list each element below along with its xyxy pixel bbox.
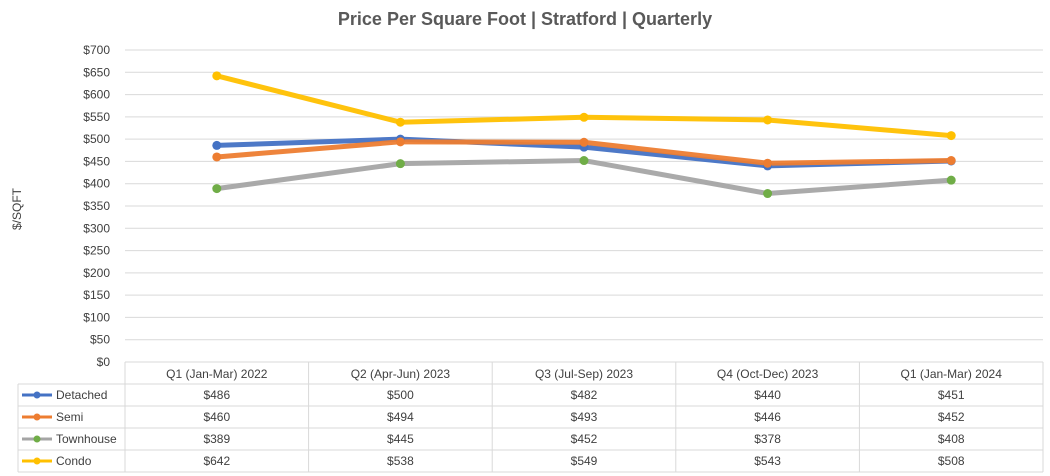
point-semi bbox=[763, 158, 773, 168]
point-semi bbox=[212, 152, 222, 162]
y-tick-label: $650 bbox=[83, 65, 110, 79]
legend-entry: Detached bbox=[56, 388, 107, 402]
legend-entry: Semi bbox=[56, 410, 83, 424]
data-label: $452 bbox=[571, 432, 598, 446]
y-tick-label: $700 bbox=[83, 43, 110, 57]
y-tick-label: $450 bbox=[83, 154, 110, 168]
y-tick-label: $550 bbox=[83, 110, 110, 124]
y-axis-ticks: $0 $50 $100 $150 $200 $250 $300 $350 $400 $450 $50… bbox=[83, 43, 110, 369]
legend-marker-condo bbox=[33, 457, 41, 465]
data-label: $452 bbox=[938, 410, 965, 424]
data-label: $494 bbox=[387, 410, 414, 424]
data-label: $446 bbox=[754, 410, 781, 424]
chart-title: Price Per Square Foot | Stratford | Quar… bbox=[337, 9, 713, 29]
data-label: $642 bbox=[203, 454, 230, 468]
data-label: $378 bbox=[754, 432, 781, 446]
data-table: Q1 (Jan-Mar) 2022 Q2 (Apr-Jun) 2023 Q3 (Ju… bbox=[17, 361, 1044, 473]
legend-entry: Townhouse bbox=[56, 432, 117, 446]
y-tick-label: $200 bbox=[83, 266, 110, 280]
data-label: $549 bbox=[571, 454, 598, 468]
x-tick-label: Q1 (Jan-Mar) 2022 bbox=[166, 367, 268, 381]
data-label: $500 bbox=[387, 388, 414, 402]
data-label: $508 bbox=[938, 454, 965, 468]
data-label: $460 bbox=[203, 410, 230, 424]
point-semi bbox=[395, 137, 405, 147]
point-semi bbox=[946, 156, 956, 166]
y-tick-label: $150 bbox=[83, 288, 110, 302]
point-townhouse bbox=[395, 159, 405, 169]
data-label: $389 bbox=[203, 432, 230, 446]
legend-marker-townhouse bbox=[33, 435, 41, 443]
series-line-condo bbox=[214, 73, 954, 139]
legend-entry: Condo bbox=[56, 454, 92, 468]
point-condo bbox=[395, 117, 405, 127]
data-label: $493 bbox=[571, 410, 598, 424]
y-tick-label: $250 bbox=[83, 244, 110, 258]
series-markers bbox=[212, 71, 956, 199]
data-label: $445 bbox=[387, 432, 414, 446]
data-label: $440 bbox=[754, 388, 781, 402]
point-townhouse bbox=[579, 156, 589, 166]
point-townhouse bbox=[946, 175, 956, 185]
y-tick-label: $100 bbox=[83, 310, 110, 324]
point-condo bbox=[212, 71, 222, 81]
x-tick-label: Q3 (Jul-Sep) 2023 bbox=[535, 367, 633, 381]
x-tick-label: Q1 (Jan-Mar) 2024 bbox=[901, 367, 1003, 381]
point-semi bbox=[579, 137, 589, 147]
x-tick-label: Q4 (Oct-Dec) 2023 bbox=[717, 367, 819, 381]
point-townhouse bbox=[212, 184, 222, 194]
y-tick-label: $600 bbox=[83, 88, 110, 102]
y-tick-label: $0 bbox=[97, 355, 111, 369]
data-label: $543 bbox=[754, 454, 781, 468]
point-detached bbox=[212, 140, 222, 150]
point-condo bbox=[579, 112, 589, 122]
legend-marker-detached bbox=[33, 391, 41, 399]
y-tick-label: $500 bbox=[83, 132, 110, 146]
data-label: $451 bbox=[938, 388, 965, 402]
legend-marker-semi bbox=[33, 413, 41, 421]
point-condo bbox=[946, 131, 956, 141]
series-lines bbox=[214, 73, 954, 197]
y-tick-label: $350 bbox=[83, 199, 110, 213]
y-tick-label: $50 bbox=[90, 333, 110, 347]
data-label: $408 bbox=[938, 432, 965, 446]
data-label: $538 bbox=[387, 454, 414, 468]
point-townhouse bbox=[763, 189, 773, 199]
point-condo bbox=[763, 115, 773, 125]
y-tick-label: $400 bbox=[83, 177, 110, 191]
data-label: $482 bbox=[571, 388, 598, 402]
gridlines bbox=[125, 49, 1043, 363]
x-tick-label: Q2 (Apr-Jun) 2023 bbox=[351, 367, 451, 381]
data-label: $486 bbox=[203, 388, 230, 402]
y-tick-label: $300 bbox=[83, 221, 110, 235]
